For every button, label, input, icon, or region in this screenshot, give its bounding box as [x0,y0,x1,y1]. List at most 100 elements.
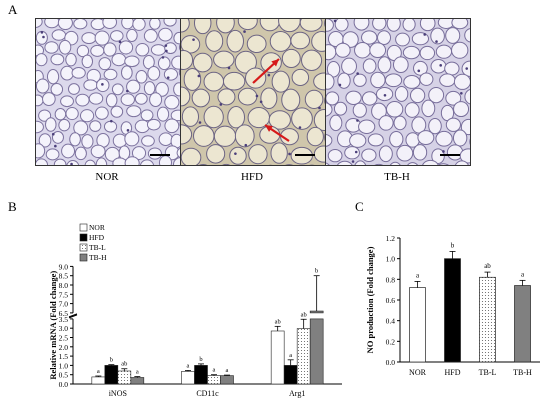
adipocyte [51,131,64,144]
adipocyte [173,82,180,97]
adipocyte [61,143,76,159]
bar-hfd [194,365,208,385]
adipocyte [270,142,288,164]
nucleus [354,150,358,154]
adipocyte [454,160,469,165]
adipocyte [163,19,177,27]
x-tick-label: iNOS [109,389,127,398]
nucleus [166,76,170,79]
adipocyte [74,146,87,161]
adipocyte [60,95,74,108]
adipocyte [403,75,421,89]
adipocyte [81,54,94,69]
adipocyte [173,31,180,45]
adipocyte [281,48,301,69]
adipocyte [361,30,378,45]
adipocyte [326,162,330,165]
bar-tb-l [117,370,132,385]
adipocyte [445,117,461,132]
adipocyte [141,135,155,147]
significance-letter: b [110,357,113,364]
adipocyte [384,73,403,88]
adipocyte [81,32,97,45]
adipocyte [111,52,127,67]
adipocyte [260,52,282,74]
adipocyte [395,32,410,47]
adipocyte [45,117,57,132]
adipocyte [146,118,161,131]
adipocyte [374,163,384,165]
nucleus [259,100,263,104]
adipocyte [150,44,166,56]
adipocyte [291,68,310,87]
micrograph-hfd-image [181,19,325,165]
nucleus [198,121,202,124]
adipocyte [367,133,384,147]
adipocyte [428,86,445,104]
legend-label: TB-L [89,243,106,252]
adipocyte [452,129,468,147]
adipocyte [337,160,353,165]
bar-hfd [444,258,461,363]
significance-letter: a [213,367,216,374]
nucleus [267,73,271,77]
adipocyte [404,102,420,118]
adipocyte [76,44,90,58]
significance-letter: a [226,367,229,374]
adipocyte [149,19,161,30]
adipocyte [139,159,155,165]
adipocyte [260,87,278,110]
adipocyte [103,68,118,81]
adipocyte [377,30,392,45]
adipocyte [419,19,436,32]
red-arrow-lower-head [265,125,273,132]
y-tick-label: 1.2 [386,234,396,243]
adipocyte [362,58,377,74]
adipocyte [206,144,226,164]
significance-letter: b [315,268,318,275]
nucleus [126,129,130,132]
adipocyte [361,91,378,106]
axis-break-mark [68,313,78,318]
adipocyte [181,19,190,33]
significance-letter: ab [275,318,281,325]
adipocyte [170,109,180,122]
bar-tb-h [130,377,145,385]
adipocyte [105,93,118,108]
adipocyte [291,107,313,130]
x-tick-label: Arg1 [289,389,305,398]
x-tick-label: TB-L [479,368,497,377]
adipocyte [120,93,135,106]
nucleus [219,103,223,106]
axis-break-mark [68,314,78,319]
adipocyte [131,146,147,160]
nucleus [417,69,421,73]
adipocyte [378,145,393,163]
y-tick-label: 9.0 [59,262,69,271]
adipocyte [178,68,180,76]
adipocyte [143,81,156,96]
adipocyte [65,52,77,67]
bar-nor [91,376,106,385]
adipocyte [353,19,370,31]
adipocyte [435,44,453,59]
adipocyte [369,42,387,59]
adipocyte [329,114,343,132]
adipocyte [102,19,118,30]
adipocyte [121,19,134,30]
adipocyte [38,133,52,148]
legend-swatch [79,253,88,262]
y-tick-label: 3.5 [59,315,69,324]
adipocyte [50,53,65,66]
adipocyte [112,157,128,165]
adipocyte [245,67,267,89]
nucleus [234,152,237,155]
adipocyte [344,146,360,160]
panel-c-letter: C [355,199,364,214]
adipocyte [268,110,291,130]
micrograph-nor-image [36,19,180,165]
adipocyte [50,83,64,96]
adipocyte [326,44,337,61]
adipocyte [409,87,426,104]
adipocyte [126,105,142,118]
